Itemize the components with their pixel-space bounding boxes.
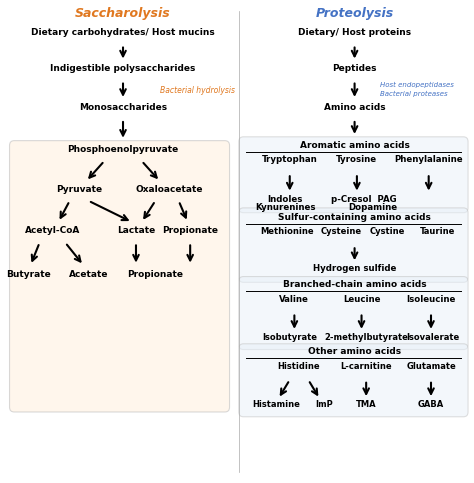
Text: Glutamate: Glutamate xyxy=(406,362,456,371)
FancyBboxPatch shape xyxy=(239,137,468,213)
Text: Dietary/ Host proteins: Dietary/ Host proteins xyxy=(298,28,411,37)
FancyBboxPatch shape xyxy=(9,141,229,412)
Text: TMA: TMA xyxy=(356,400,376,409)
Text: ImP: ImP xyxy=(316,400,333,409)
Text: Pyruvate: Pyruvate xyxy=(56,185,102,194)
Text: Leucine: Leucine xyxy=(343,295,380,303)
Text: Taurine: Taurine xyxy=(420,227,456,236)
Text: Bacterial hydrolysis: Bacterial hydrolysis xyxy=(160,85,235,95)
Text: 2-methylbutyrate: 2-methylbutyrate xyxy=(324,333,408,342)
Text: Host endopeptidases: Host endopeptidases xyxy=(380,83,454,88)
Text: Peptides: Peptides xyxy=(332,64,377,73)
Text: Saccharolysis: Saccharolysis xyxy=(75,7,171,20)
Text: Phosphoenolpyruvate: Phosphoenolpyruvate xyxy=(67,145,179,154)
Text: Histamine: Histamine xyxy=(252,400,300,409)
Text: Indigestible polysaccharides: Indigestible polysaccharides xyxy=(50,64,196,73)
Text: Branched-chain amino acids: Branched-chain amino acids xyxy=(283,280,427,289)
Text: Aromatic amino acids: Aromatic amino acids xyxy=(300,141,410,150)
Text: L-carnitine: L-carnitine xyxy=(340,362,392,371)
Text: Phenylalanine: Phenylalanine xyxy=(394,155,463,164)
Text: Dietary carbohydrates/ Host mucins: Dietary carbohydrates/ Host mucins xyxy=(31,28,215,37)
Text: Isoleucine: Isoleucine xyxy=(406,295,456,303)
Text: Amino acids: Amino acids xyxy=(324,103,385,113)
Text: Bacterial proteases: Bacterial proteases xyxy=(380,90,447,97)
Text: Methionine: Methionine xyxy=(261,227,314,236)
Text: p-Cresol  PAG: p-Cresol PAG xyxy=(331,195,397,204)
Text: Kynurenines: Kynurenines xyxy=(255,203,315,213)
Text: Indoles: Indoles xyxy=(267,195,303,204)
Text: GABA: GABA xyxy=(418,400,444,409)
Text: Butyrate: Butyrate xyxy=(6,270,50,279)
Text: Isobutyrate: Isobutyrate xyxy=(262,333,317,342)
Text: Acetate: Acetate xyxy=(69,270,108,279)
Text: Propionate: Propionate xyxy=(162,227,218,235)
Text: Valine: Valine xyxy=(280,295,310,303)
Text: Monosaccharides: Monosaccharides xyxy=(79,103,167,113)
FancyBboxPatch shape xyxy=(239,208,468,283)
FancyBboxPatch shape xyxy=(239,344,468,417)
Text: Cysteine: Cysteine xyxy=(320,227,361,236)
Text: Proteolysis: Proteolysis xyxy=(316,7,394,20)
Text: Cystine: Cystine xyxy=(369,227,405,236)
Text: Acetyl-CoA: Acetyl-CoA xyxy=(25,227,80,235)
Text: Sulfur-containing amino acids: Sulfur-containing amino acids xyxy=(278,213,431,222)
Text: Tyrosine: Tyrosine xyxy=(337,155,377,164)
Text: Propionate: Propionate xyxy=(128,270,183,279)
Text: Isovalerate: Isovalerate xyxy=(407,333,460,342)
Text: Lactate: Lactate xyxy=(117,227,155,235)
Text: Tryptophan: Tryptophan xyxy=(262,155,318,164)
Text: Hydrogen sulfide: Hydrogen sulfide xyxy=(313,264,396,273)
Text: Histidine: Histidine xyxy=(278,362,320,371)
FancyBboxPatch shape xyxy=(239,277,468,350)
Text: Dopamine: Dopamine xyxy=(348,203,398,213)
Text: Oxaloacetate: Oxaloacetate xyxy=(136,185,203,194)
Text: Other amino acids: Other amino acids xyxy=(308,347,401,356)
